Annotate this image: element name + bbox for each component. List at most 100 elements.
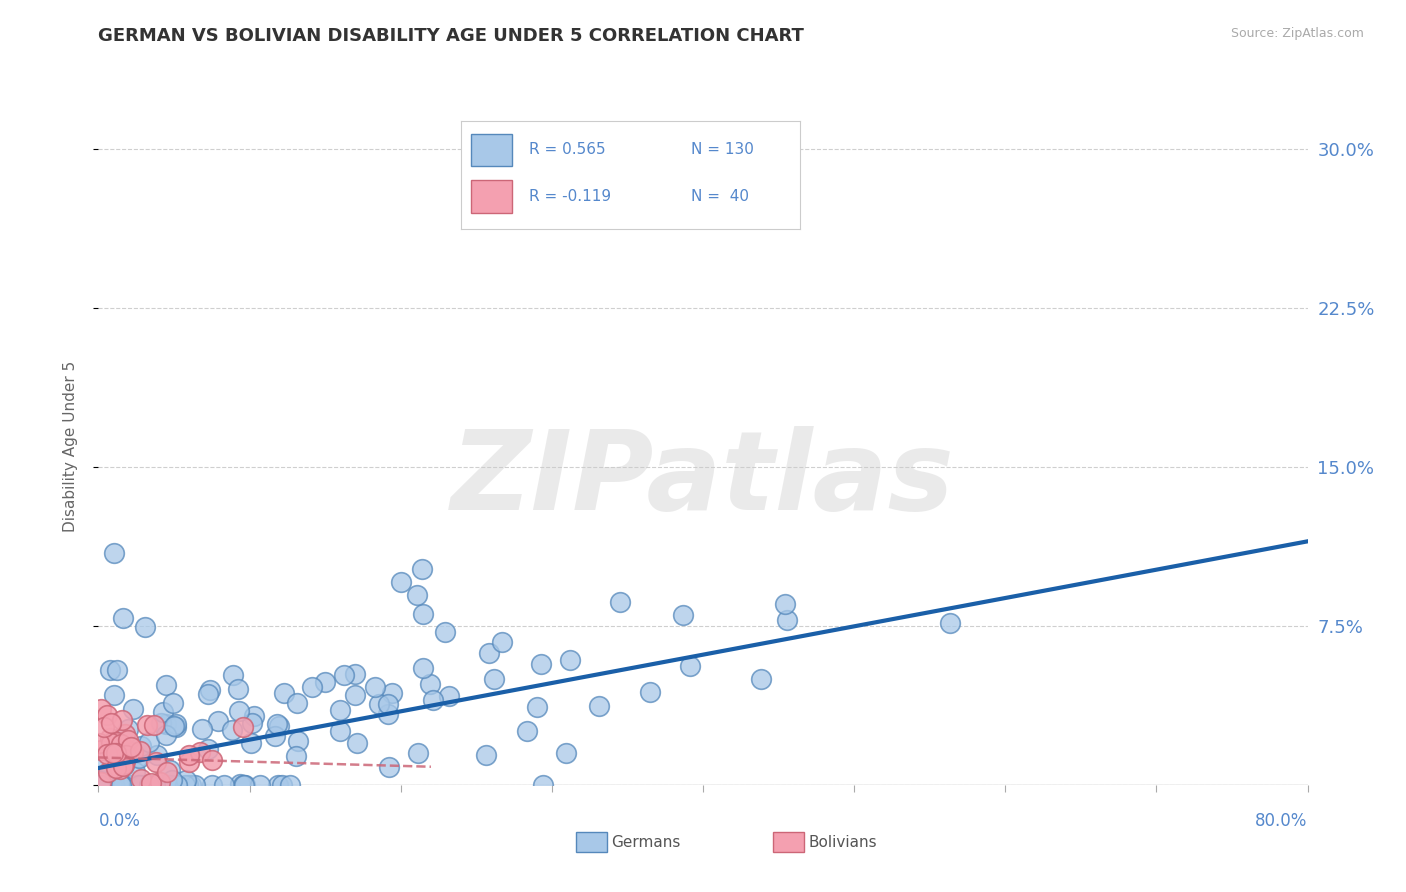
Point [201, 753, 224, 767]
Point [103, 778, 125, 792]
Point [101, 746, 124, 760]
Point [191, 723, 214, 737]
Point [117, 733, 139, 747]
Point [160, 773, 183, 788]
Point [474, 747, 496, 762]
Point [263, 729, 285, 743]
Point [110, 762, 132, 776]
Point [138, 735, 160, 749]
Point [162, 696, 184, 710]
Text: ZIPatlas: ZIPatlas [451, 426, 955, 533]
Point [128, 750, 150, 764]
Point [343, 666, 366, 681]
Point [638, 684, 661, 698]
Point [93, 756, 115, 770]
Point [184, 778, 207, 792]
Point [120, 740, 142, 755]
Point [105, 663, 128, 677]
Point [177, 778, 200, 792]
Point [271, 778, 294, 792]
Point [232, 778, 254, 792]
Point [434, 625, 457, 640]
Point [138, 778, 160, 792]
Point [98, 663, 121, 677]
Point [273, 686, 295, 700]
Point [97, 778, 120, 792]
Point [146, 748, 169, 763]
Point [93, 720, 115, 734]
Y-axis label: Disability Age Under 5: Disability Age Under 5 [63, 360, 77, 532]
Point [90, 743, 112, 757]
Point [588, 698, 610, 713]
Point [672, 608, 695, 623]
Point [389, 574, 412, 589]
Point [177, 747, 200, 762]
Point [201, 778, 224, 792]
Point [131, 772, 153, 786]
Point [939, 616, 962, 631]
Point [122, 702, 145, 716]
Point [149, 774, 172, 789]
Point [97, 764, 120, 779]
Point [103, 688, 125, 702]
Point [229, 777, 252, 791]
Point [284, 748, 307, 763]
Point [112, 758, 135, 772]
Point [94, 778, 117, 792]
Point [278, 778, 301, 792]
Point [134, 620, 156, 634]
Point [558, 652, 581, 666]
Point [526, 700, 548, 714]
Point [114, 755, 136, 769]
Point [377, 698, 399, 712]
Point [96, 708, 118, 723]
Point [90, 702, 112, 716]
Point [131, 778, 153, 792]
Point [188, 745, 211, 759]
Point [114, 727, 136, 741]
Point [267, 778, 290, 792]
Point [773, 597, 796, 611]
Point [127, 778, 149, 792]
Point [100, 746, 122, 760]
Point [412, 660, 434, 674]
Point [115, 747, 138, 762]
Point [439, 690, 461, 704]
Point [103, 546, 125, 560]
Point [122, 744, 145, 758]
Point [491, 635, 513, 649]
Point [228, 704, 250, 718]
Point [381, 686, 404, 700]
Point [233, 778, 256, 792]
Point [110, 778, 132, 792]
Point [285, 697, 308, 711]
Point [531, 778, 554, 792]
Point [155, 728, 177, 742]
Point [162, 719, 184, 733]
Point [93, 773, 115, 788]
Point [142, 718, 165, 732]
Point [232, 720, 254, 734]
Point [377, 706, 399, 721]
Point [197, 687, 219, 701]
Point [197, 742, 219, 756]
Point [555, 746, 578, 760]
Point [412, 607, 434, 622]
Point [121, 778, 143, 792]
Point [232, 778, 254, 792]
Point [344, 688, 367, 702]
Point [89, 736, 111, 750]
Point [482, 672, 505, 686]
Text: Source: ZipAtlas.com: Source: ZipAtlas.com [1230, 27, 1364, 40]
Point [90, 775, 112, 789]
Point [609, 595, 631, 609]
Point [329, 723, 352, 738]
Point [240, 716, 263, 731]
Point [129, 739, 152, 754]
Point [149, 716, 172, 731]
Point [107, 778, 129, 792]
Point [222, 668, 245, 682]
Point [749, 672, 772, 686]
Point [110, 778, 132, 792]
Point [408, 746, 430, 760]
